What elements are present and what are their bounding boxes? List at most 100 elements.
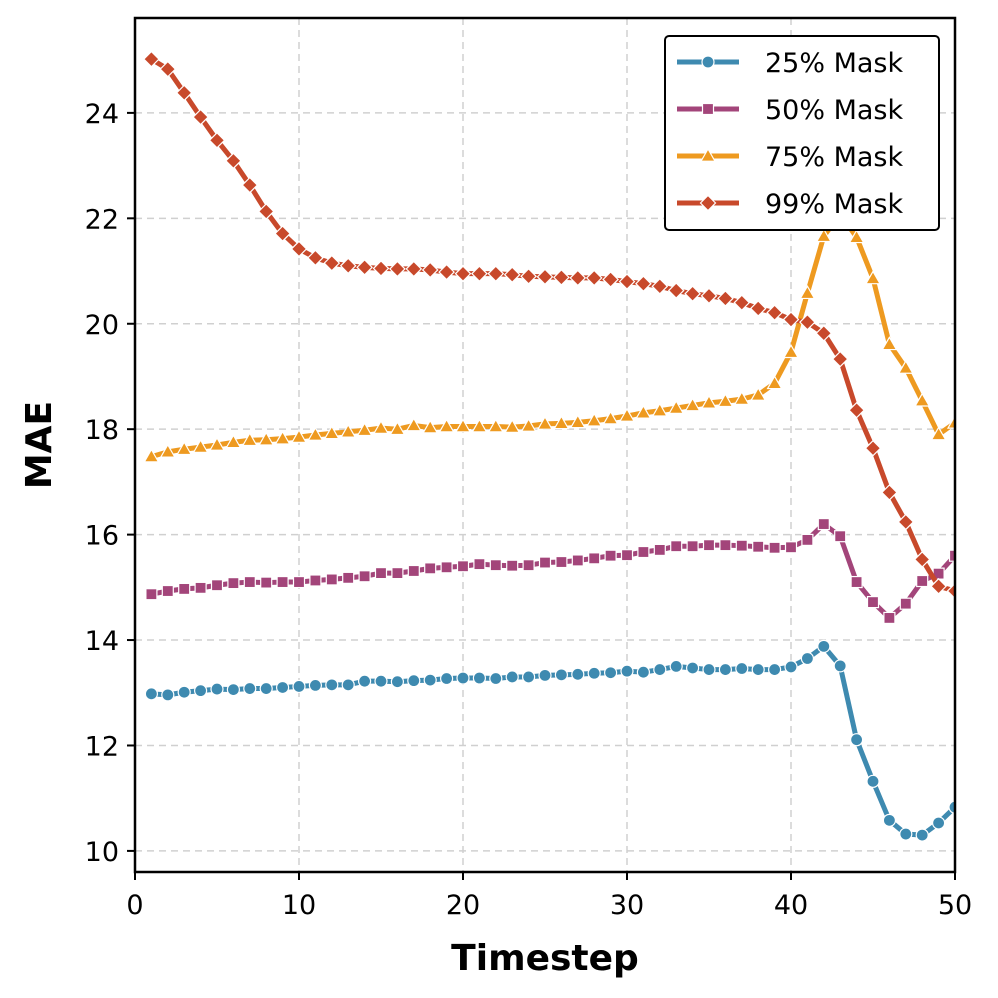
- data-point: [751, 662, 765, 677]
- data-point: [948, 549, 955, 562]
- data-point: [454, 265, 472, 283]
- data-point: [800, 651, 815, 666]
- data-point: [618, 273, 636, 290]
- data-point: [930, 426, 947, 441]
- data-point: [883, 611, 896, 625]
- data-point: [733, 390, 750, 405]
- data-point: [372, 260, 390, 277]
- data-point: [423, 673, 437, 687]
- data-point: [421, 261, 439, 279]
- data-point: [668, 399, 685, 414]
- data-point: [588, 552, 601, 565]
- data-point: [766, 375, 783, 390]
- data-point: [472, 671, 486, 685]
- data-point: [325, 678, 339, 692]
- data-point: [405, 260, 423, 278]
- legend: 25% Mask 50% Mask 75% Mask 99% Mask: [664, 35, 940, 231]
- data-point: [620, 549, 634, 562]
- data-point: [489, 559, 502, 572]
- data-point: [684, 285, 701, 303]
- legend-item: 50% Mask: [677, 95, 904, 126]
- x-tick-label: 30: [610, 890, 644, 921]
- data-point: [849, 733, 864, 747]
- data-point: [651, 402, 668, 417]
- data-point: [897, 359, 914, 374]
- data-point: [440, 671, 454, 686]
- data-point: [504, 418, 521, 433]
- data-point: [177, 685, 191, 699]
- data-point: [440, 561, 453, 574]
- data-point: [175, 84, 193, 102]
- data-point: [505, 670, 519, 684]
- data-point: [702, 662, 716, 677]
- data-point: [815, 228, 832, 243]
- data-point: [603, 666, 618, 680]
- data-point: [931, 816, 946, 830]
- legend-marker: [699, 194, 717, 212]
- data-point: [848, 401, 865, 419]
- legend-item: 75% Mask: [677, 142, 904, 173]
- data-point: [522, 559, 535, 572]
- data-point: [766, 304, 783, 322]
- data-point: [784, 660, 798, 674]
- data-point: [635, 275, 652, 293]
- data-point: [637, 545, 650, 559]
- plot-frame: [133, 16, 957, 874]
- legend-box: [664, 35, 940, 231]
- data-point: [342, 571, 355, 584]
- data-point: [323, 254, 341, 272]
- data-point: [159, 443, 176, 458]
- data-point: [733, 294, 751, 312]
- data-point: [538, 668, 552, 682]
- x-tick-label: 50: [938, 890, 972, 921]
- x-tick-label: 40: [774, 890, 808, 921]
- data-point: [717, 393, 734, 408]
- data-point: [916, 574, 929, 588]
- data-point: [718, 662, 733, 677]
- data-point: [258, 431, 275, 446]
- data-point: [750, 386, 767, 401]
- data-point: [391, 566, 404, 580]
- data-point: [735, 661, 749, 676]
- data-point: [914, 392, 931, 407]
- data-point: [473, 558, 486, 571]
- data-point: [569, 269, 587, 287]
- y-axis-title: MAE: [19, 401, 60, 489]
- data-point: [503, 266, 521, 284]
- data-point: [145, 588, 158, 601]
- data-point: [735, 539, 748, 552]
- data-point: [274, 430, 291, 445]
- y-tick-label: 16: [85, 521, 119, 552]
- data-point: [801, 533, 814, 546]
- data-point: [752, 540, 765, 553]
- y-tick-label: 12: [85, 731, 119, 762]
- data-point: [143, 448, 160, 463]
- y-tick-label: 20: [85, 310, 119, 341]
- data-point: [144, 687, 158, 701]
- data-point: [358, 674, 372, 688]
- data-point: [817, 639, 831, 653]
- data-point: [948, 800, 955, 814]
- data-point: [536, 415, 554, 430]
- data-point: [571, 667, 585, 681]
- data-point: [768, 541, 781, 554]
- data-point: [292, 679, 306, 694]
- legend-label: 75% Mask: [765, 142, 904, 173]
- data-point: [339, 257, 357, 275]
- y-tick-label: 14: [85, 626, 119, 657]
- data-point: [684, 397, 701, 412]
- data-point: [225, 434, 242, 449]
- data-point: [946, 582, 955, 600]
- data-point: [210, 579, 224, 592]
- data-point: [866, 595, 880, 609]
- data-point: [604, 549, 617, 562]
- data-point: [208, 131, 226, 149]
- data-point: [602, 410, 619, 425]
- data-point: [374, 674, 388, 688]
- y-tick-label: 18: [85, 415, 119, 446]
- data-point: [553, 415, 570, 430]
- data-point: [309, 574, 322, 587]
- data-point: [817, 517, 830, 531]
- data-point: [686, 540, 699, 553]
